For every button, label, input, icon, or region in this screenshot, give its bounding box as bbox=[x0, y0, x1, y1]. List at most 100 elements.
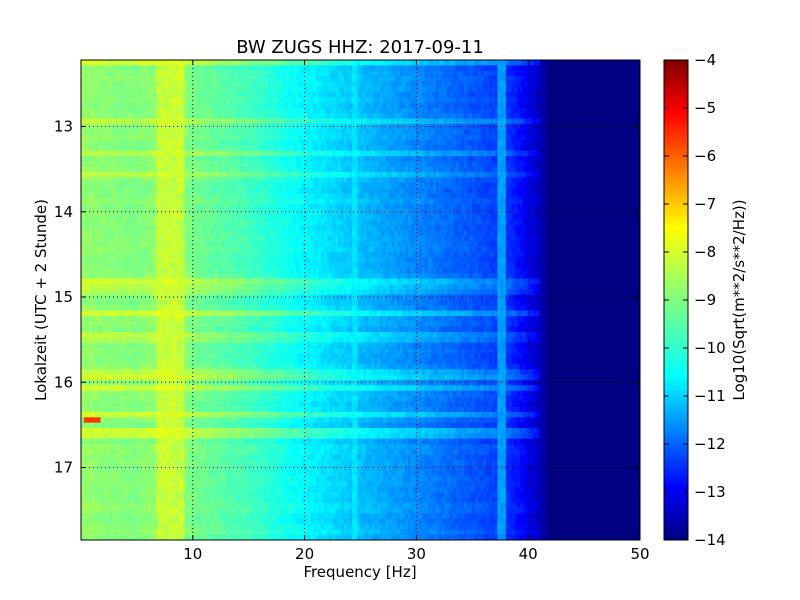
heatmap-cell bbox=[326, 86, 331, 93]
heatmap-cell bbox=[114, 124, 118, 130]
heatmap-cell bbox=[477, 161, 482, 168]
heatmap-cell bbox=[631, 76, 636, 82]
heatmap-cell bbox=[265, 92, 269, 98]
heatmap-cell bbox=[458, 92, 462, 98]
heatmap-cell bbox=[600, 188, 605, 194]
heatmap-cell bbox=[486, 156, 490, 162]
heatmap-cell bbox=[273, 65, 278, 72]
heatmap-cell bbox=[332, 102, 336, 109]
heatmap-cell bbox=[170, 118, 174, 125]
heatmap-cell bbox=[315, 60, 320, 66]
heatmap-cell bbox=[483, 188, 487, 194]
heatmap-cell bbox=[162, 97, 166, 104]
heatmap-cell bbox=[408, 177, 412, 184]
heatmap-cell bbox=[321, 108, 325, 114]
heatmap-cell bbox=[254, 140, 258, 146]
heatmap-cell bbox=[136, 118, 141, 125]
heatmap-cell bbox=[556, 113, 560, 120]
heatmap-cell bbox=[396, 124, 401, 130]
heatmap-cell bbox=[477, 129, 482, 136]
heatmap-cell bbox=[497, 86, 501, 93]
heatmap-cell bbox=[128, 156, 132, 162]
heatmap-cell bbox=[419, 188, 423, 194]
heatmap-cell bbox=[114, 113, 118, 120]
heatmap-cell bbox=[421, 102, 426, 109]
heatmap-cell bbox=[268, 81, 272, 88]
heatmap-cell bbox=[368, 70, 373, 77]
heatmap-cell bbox=[617, 65, 622, 72]
heatmap-cell bbox=[259, 166, 264, 173]
heatmap-cell bbox=[262, 108, 267, 114]
heatmap-cell bbox=[416, 65, 420, 72]
heatmap-cell bbox=[441, 177, 445, 184]
heatmap-cell bbox=[620, 166, 624, 173]
heatmap-cell bbox=[556, 145, 560, 152]
heatmap-cell bbox=[528, 118, 532, 125]
heatmap-cell bbox=[159, 65, 163, 72]
heatmap-cell bbox=[273, 156, 278, 162]
heatmap-cell bbox=[89, 102, 93, 109]
heatmap-cell bbox=[209, 118, 213, 125]
heatmap-cell bbox=[497, 65, 501, 72]
heatmap-cell bbox=[128, 140, 132, 146]
heatmap-cell bbox=[421, 161, 426, 168]
heatmap-cell bbox=[558, 102, 563, 109]
heatmap-cell bbox=[503, 124, 507, 130]
heatmap-cell bbox=[463, 145, 468, 152]
heatmap-cell bbox=[458, 97, 462, 104]
heatmap-cell bbox=[483, 118, 487, 125]
heatmap-cell bbox=[544, 150, 549, 157]
heatmap-cell bbox=[198, 177, 202, 184]
heatmap-cell bbox=[324, 140, 328, 146]
heatmap-cell bbox=[542, 97, 546, 104]
heatmap-cell bbox=[589, 108, 594, 114]
heatmap-cell bbox=[354, 118, 359, 125]
heatmap-cell bbox=[335, 161, 339, 168]
heatmap-cell bbox=[164, 86, 169, 93]
heatmap-cell bbox=[279, 134, 283, 141]
heatmap-cell bbox=[578, 102, 582, 109]
heatmap-cell bbox=[164, 182, 169, 189]
heatmap-cell bbox=[539, 166, 543, 173]
heatmap-cell bbox=[603, 140, 608, 146]
heatmap-cell bbox=[231, 177, 236, 184]
heatmap-cell bbox=[301, 177, 306, 184]
heatmap-cell bbox=[259, 134, 264, 141]
heatmap-cell bbox=[567, 172, 571, 178]
heatmap-cell bbox=[544, 92, 549, 98]
heatmap-cell bbox=[463, 134, 468, 141]
heatmap-cell bbox=[547, 161, 552, 168]
heatmap-cell bbox=[508, 140, 513, 146]
heatmap-cell bbox=[217, 70, 222, 77]
heatmap-cell bbox=[304, 166, 308, 173]
heatmap-cell bbox=[575, 102, 580, 109]
heatmap-cell bbox=[134, 150, 138, 157]
heatmap-cell bbox=[533, 92, 538, 98]
heatmap-cell bbox=[122, 76, 127, 82]
heatmap-cell bbox=[371, 182, 376, 189]
heatmap-cell bbox=[402, 113, 406, 120]
heatmap-cell bbox=[167, 86, 172, 93]
heatmap-cell bbox=[243, 156, 247, 162]
heatmap-cell bbox=[201, 177, 205, 184]
heatmap-cell bbox=[631, 177, 636, 184]
heatmap-cell bbox=[243, 113, 247, 120]
heatmap-cell bbox=[192, 140, 197, 146]
heatmap-cell bbox=[190, 182, 194, 189]
heatmap-cell bbox=[421, 76, 426, 82]
heatmap-cell bbox=[366, 102, 370, 109]
heatmap-cell bbox=[614, 172, 619, 178]
heatmap-cell bbox=[254, 65, 258, 72]
heatmap-cell bbox=[103, 140, 107, 146]
heatmap-cell bbox=[173, 97, 177, 104]
heatmap-cell bbox=[122, 182, 127, 189]
heatmap-cell bbox=[192, 102, 197, 109]
heatmap-cell bbox=[614, 118, 619, 125]
heatmap-cell bbox=[259, 108, 264, 114]
heatmap-cell bbox=[536, 124, 540, 130]
heatmap-cell bbox=[346, 65, 350, 72]
heatmap-cell bbox=[558, 70, 563, 77]
heatmap-cell bbox=[285, 92, 289, 98]
heatmap-cell bbox=[94, 156, 99, 162]
heatmap-cell bbox=[461, 65, 465, 72]
